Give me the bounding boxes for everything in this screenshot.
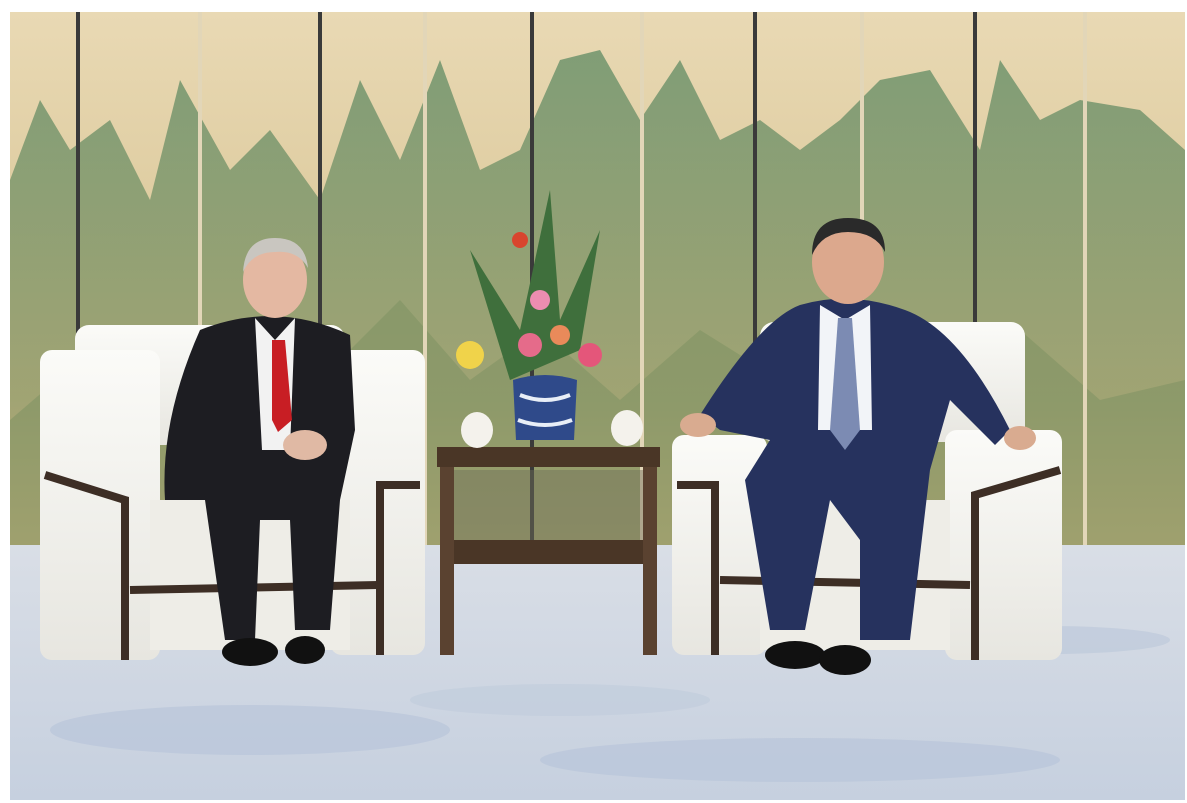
flower-arrangement [456, 190, 643, 448]
left-person [164, 238, 355, 666]
side-table [437, 447, 660, 655]
right-person [680, 218, 1036, 675]
